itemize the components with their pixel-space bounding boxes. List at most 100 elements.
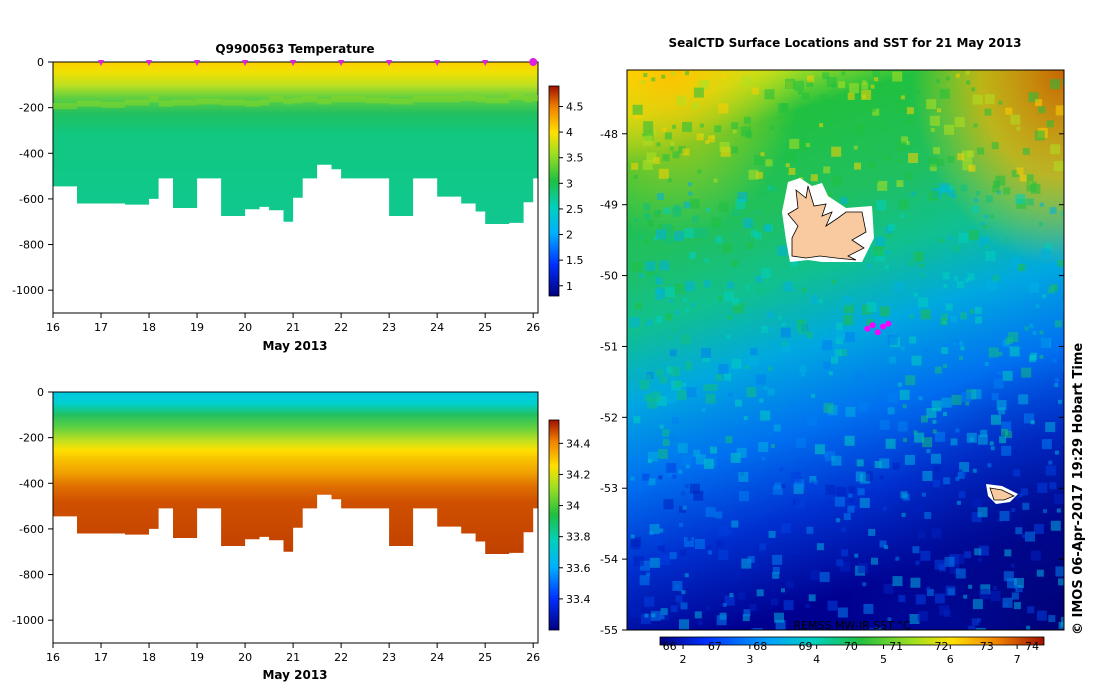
sst-pixel <box>801 372 806 377</box>
sst-pixel <box>1005 336 1013 344</box>
sst-pixel <box>979 589 990 600</box>
sst-pixel <box>772 484 783 495</box>
sst-pixel <box>683 228 694 239</box>
sst-pixel <box>797 324 808 335</box>
sst-pixel <box>874 77 879 82</box>
sst-pixel <box>663 207 671 215</box>
sst-pixel <box>684 483 689 488</box>
sst-colorbar-tick-label-f: 73 <box>980 640 994 653</box>
sst-pixel <box>686 387 697 398</box>
sst-pixel <box>681 590 686 595</box>
sst-pixel <box>1026 174 1034 182</box>
sst-pixel <box>906 107 914 115</box>
sst-pixel <box>743 218 754 229</box>
sst-pixel <box>977 434 988 445</box>
sst-pixel <box>989 441 994 446</box>
sst-pixel <box>896 158 901 163</box>
sst-pixel <box>1039 337 1050 348</box>
sst-pixel <box>911 355 922 366</box>
sst-pixel <box>1016 167 1024 175</box>
sst-pixel <box>983 224 988 229</box>
salinity-y-tick-label: -1000 <box>12 614 44 627</box>
sst-pixel <box>933 480 941 488</box>
sst-pixel <box>989 214 994 219</box>
sst-pixel <box>837 607 848 618</box>
sst-pixel <box>747 555 755 563</box>
sst-pixel <box>1022 502 1030 510</box>
sst-colorbar-tick-label-c: 5 <box>880 653 887 666</box>
sst-pixel <box>788 167 796 175</box>
sst-pixel <box>892 576 903 587</box>
sst-pixel <box>1005 107 1013 115</box>
mixed-layer-step <box>197 98 222 105</box>
mixed-layer-step <box>365 97 390 104</box>
sst-pixel <box>640 613 651 624</box>
sst-pixel <box>924 511 932 519</box>
sst-pixel <box>633 174 638 179</box>
sst-pixel <box>774 612 784 623</box>
sst-colorbar-tick-label-c: 6 <box>947 653 954 666</box>
sst-pixel <box>919 263 924 268</box>
sst-colorbar-tick-label-f: 68 <box>753 640 767 653</box>
sst-pixel <box>961 150 972 161</box>
sst-pixel <box>905 375 916 386</box>
salinity-x-label: May 2013 <box>262 668 327 682</box>
sst-pixel <box>739 491 749 502</box>
sst-pixel <box>1041 439 1052 450</box>
sst-pixel <box>703 384 711 392</box>
sst-pixel <box>697 169 702 174</box>
sst-pixel <box>718 296 722 301</box>
sst-pixel <box>677 602 682 607</box>
sst-pixel <box>887 334 898 345</box>
sst-pixel <box>657 209 662 214</box>
temperature-y-tick-label: -600 <box>19 193 44 206</box>
sst-pixel <box>827 600 838 611</box>
sst-pixel <box>823 330 828 335</box>
sst-pixel <box>839 349 847 357</box>
sst-pixel <box>984 362 989 366</box>
sst-pixel <box>703 280 711 288</box>
sst-map-y-tick-label: -55 <box>600 624 618 637</box>
sst-pixel <box>840 561 851 572</box>
sst-pixel <box>707 550 712 555</box>
sst-pixel <box>970 628 975 630</box>
sst-pixel <box>666 463 677 473</box>
temperature-x-tick-label: 16 <box>46 321 60 334</box>
sst-pixel <box>686 360 691 365</box>
sst-pixel <box>960 312 968 320</box>
sst-pixel <box>879 458 890 469</box>
sst-pixel <box>1024 326 1029 331</box>
sst-pixel <box>1035 304 1040 309</box>
sst-map-y-tick-label: -48 <box>600 128 618 141</box>
sst-pixel <box>918 531 925 539</box>
sst-pixel <box>914 432 925 443</box>
sst-pixel <box>806 415 817 426</box>
sst-pixel <box>752 563 760 570</box>
sst-pixel <box>977 618 982 623</box>
sst-pixel <box>997 371 1002 376</box>
sst-pixel <box>657 193 664 200</box>
sst-pixel <box>926 449 931 454</box>
sst-pixel <box>1053 494 1064 505</box>
sst-pixel <box>844 435 855 446</box>
sst-pixel <box>741 558 752 569</box>
sst-pixel <box>785 163 790 168</box>
sst-pixel <box>945 303 953 311</box>
sst-pixel <box>986 279 997 290</box>
sst-pixel <box>943 610 951 617</box>
sst-pixel <box>964 350 975 361</box>
temperature-x-tick-label: 20 <box>238 321 252 334</box>
sst-pixel <box>945 76 950 81</box>
sst-pixel <box>998 407 1006 415</box>
sst-pixel <box>911 191 916 196</box>
mixed-layer-step <box>331 96 342 103</box>
sst-pixel <box>778 103 788 114</box>
sst-pixel <box>929 115 940 126</box>
sst-pixel <box>735 573 740 578</box>
sst-pixel <box>694 611 702 619</box>
sst-pixel <box>968 584 973 589</box>
sst-pixel <box>760 410 771 421</box>
mixed-layer-step <box>293 97 303 104</box>
salinity-colorbar-ticks: 33.4 33.6 33.8 34 34.2 34.4 <box>559 437 591 606</box>
sst-pixel <box>944 556 955 567</box>
